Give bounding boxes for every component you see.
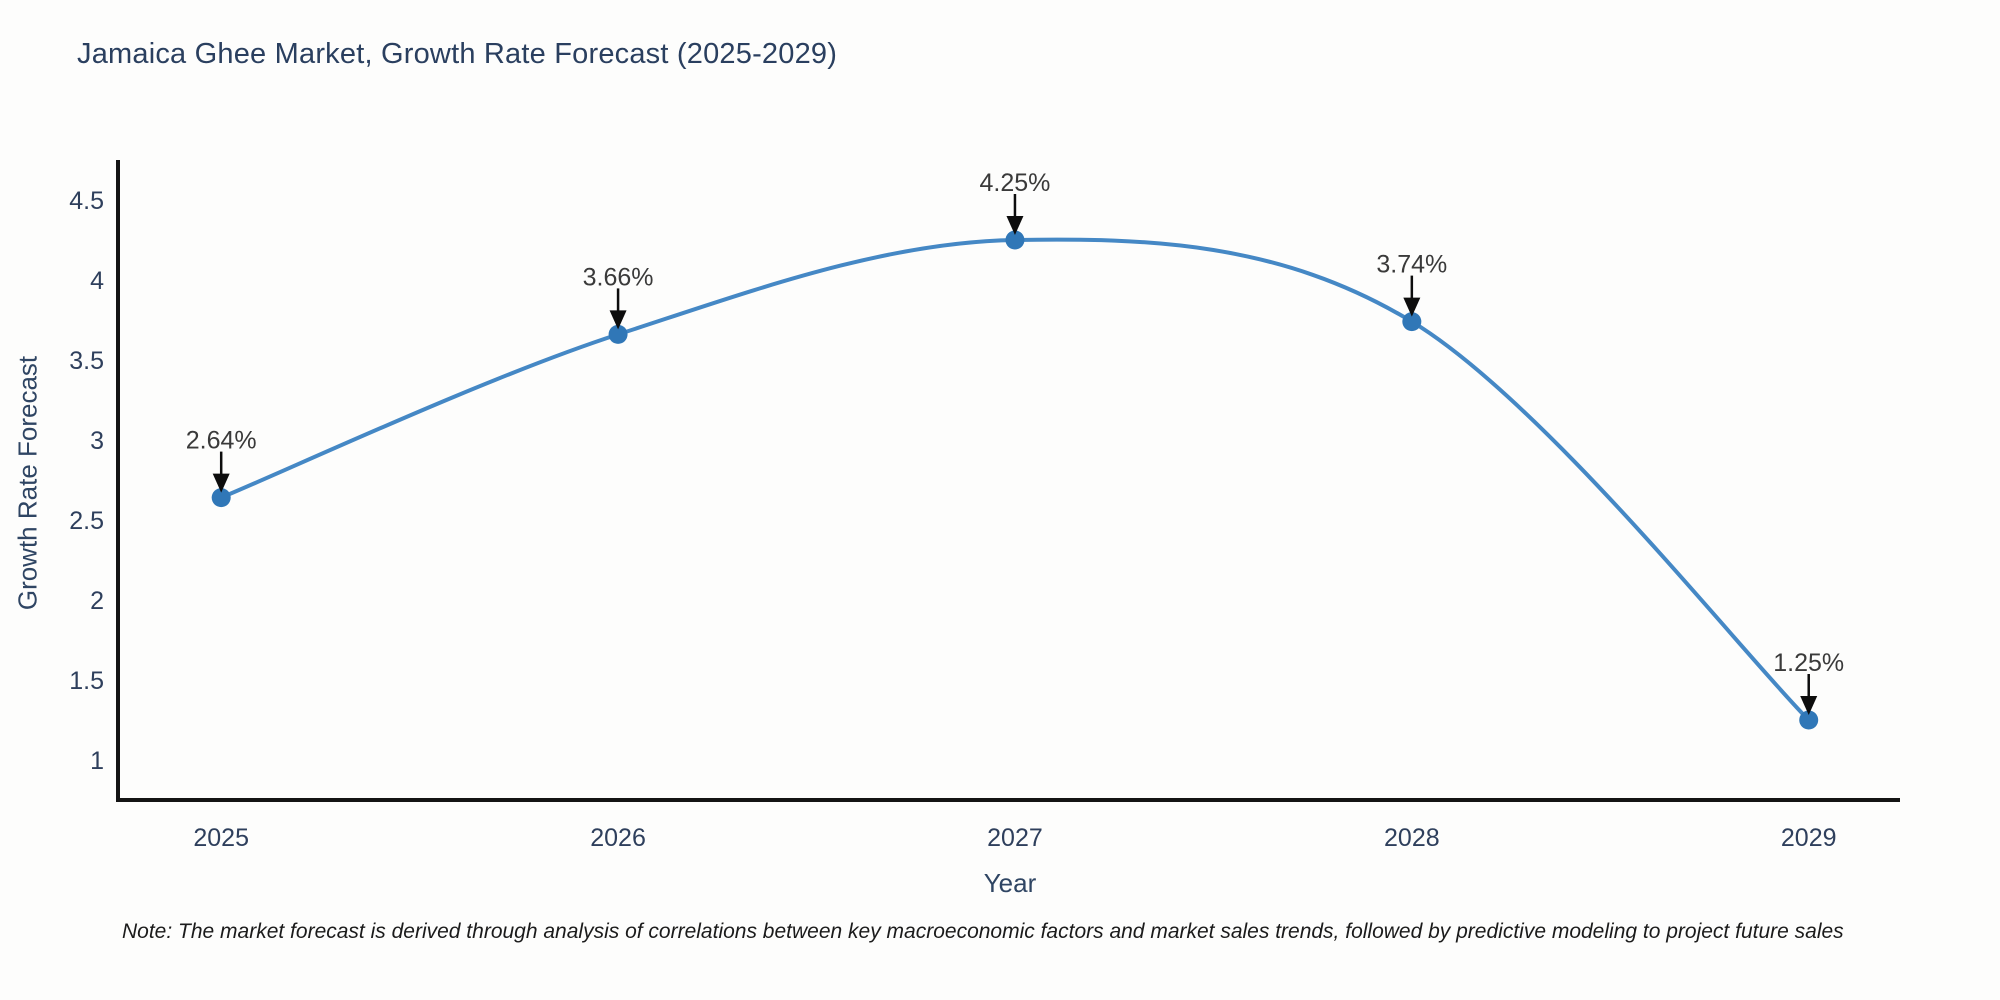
data-point-marker xyxy=(1005,230,1025,250)
x-tick-label: 2026 xyxy=(590,824,646,852)
annotation-arrowhead-icon xyxy=(1403,297,1421,317)
data-point-marker xyxy=(1799,710,1819,730)
data-point-marker xyxy=(608,324,628,344)
y-tick-label: 3 xyxy=(90,427,104,455)
annotation-arrowhead-icon xyxy=(1006,216,1024,235)
trend-line xyxy=(219,237,1811,722)
y-tick-label: 4 xyxy=(90,267,104,295)
point-annotation-label: 3.66% xyxy=(583,263,654,291)
x-axis-title: Year xyxy=(983,868,1037,898)
point-annotation-label: 3.74% xyxy=(1376,251,1447,279)
data-point-marker xyxy=(1402,312,1422,332)
point-annotation-label: 2.64% xyxy=(186,427,257,455)
y-tick-label: 2 xyxy=(90,587,104,615)
y-tick-label: 1.5 xyxy=(69,667,104,695)
y-tick-label: 3.5 xyxy=(69,347,104,375)
x-tick-label: 2028 xyxy=(1384,824,1440,852)
point-annotation-label: 1.25% xyxy=(1773,649,1844,677)
annotation-arrowhead-icon xyxy=(609,310,627,330)
y-tick-label: 4.5 xyxy=(69,187,104,215)
y-tick-label: 1 xyxy=(90,747,104,775)
x-tick-label: 2027 xyxy=(987,824,1043,852)
x-tick-label: 2029 xyxy=(1781,824,1837,852)
annotation-arrowhead-icon xyxy=(1800,696,1818,715)
chart-title: Jamaica Ghee Market, Growth Rate Forecas… xyxy=(77,38,838,70)
annotation-arrowhead-icon xyxy=(212,473,230,493)
footnote: Note: The market forecast is derived thr… xyxy=(122,920,1844,943)
point-annotation-label: 4.25% xyxy=(980,169,1051,197)
data-point-marker xyxy=(211,488,231,508)
x-tick-label: 2025 xyxy=(193,824,249,852)
y-tick-label: 2.5 xyxy=(69,507,104,535)
